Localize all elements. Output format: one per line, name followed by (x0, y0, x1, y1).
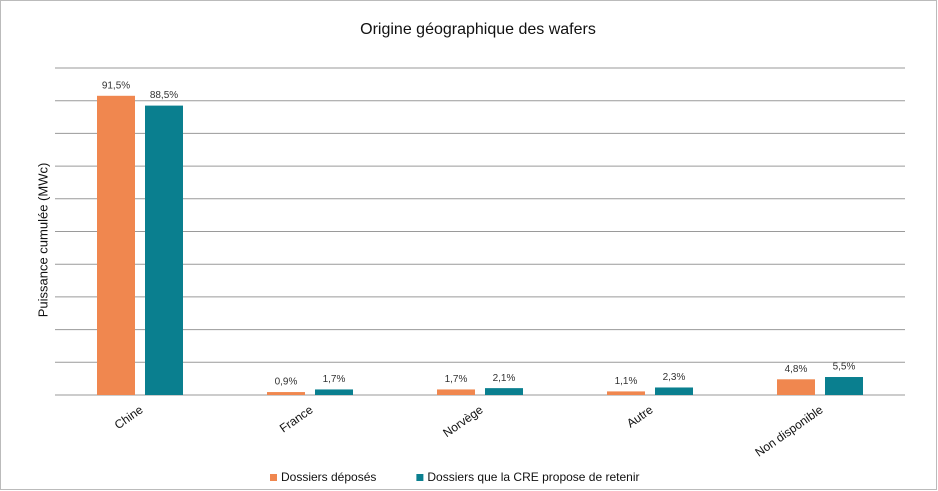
bar (437, 389, 475, 395)
data-label: 88,5% (150, 90, 178, 101)
data-label: 1,7% (323, 374, 346, 385)
bar (777, 379, 815, 395)
bar (145, 105, 183, 395)
data-label: 0,9% (275, 377, 298, 388)
data-label: 4,8% (785, 364, 808, 375)
legend-label: Dossiers déposés (281, 470, 376, 484)
legend-label: Dossiers que la CRE propose de retenir (427, 470, 639, 484)
legend-swatch (270, 474, 277, 481)
bar (607, 391, 645, 395)
legend-swatch (416, 474, 424, 481)
bar (97, 95, 135, 396)
bar (315, 389, 353, 395)
y-axis-label: Puissance cumulée (MWc) (35, 163, 50, 318)
data-label: 1,1% (615, 376, 638, 387)
data-label: 2,3% (663, 372, 686, 383)
data-label: 91,5% (102, 80, 130, 91)
bar (485, 388, 523, 395)
bar (655, 387, 693, 395)
chart-title: Origine géographique des wafers (360, 21, 596, 38)
bar (267, 392, 305, 395)
data-label: 2,1% (493, 373, 516, 384)
bar (825, 377, 863, 395)
data-label: 5,5% (833, 362, 856, 373)
data-label: 1,7% (445, 374, 468, 385)
